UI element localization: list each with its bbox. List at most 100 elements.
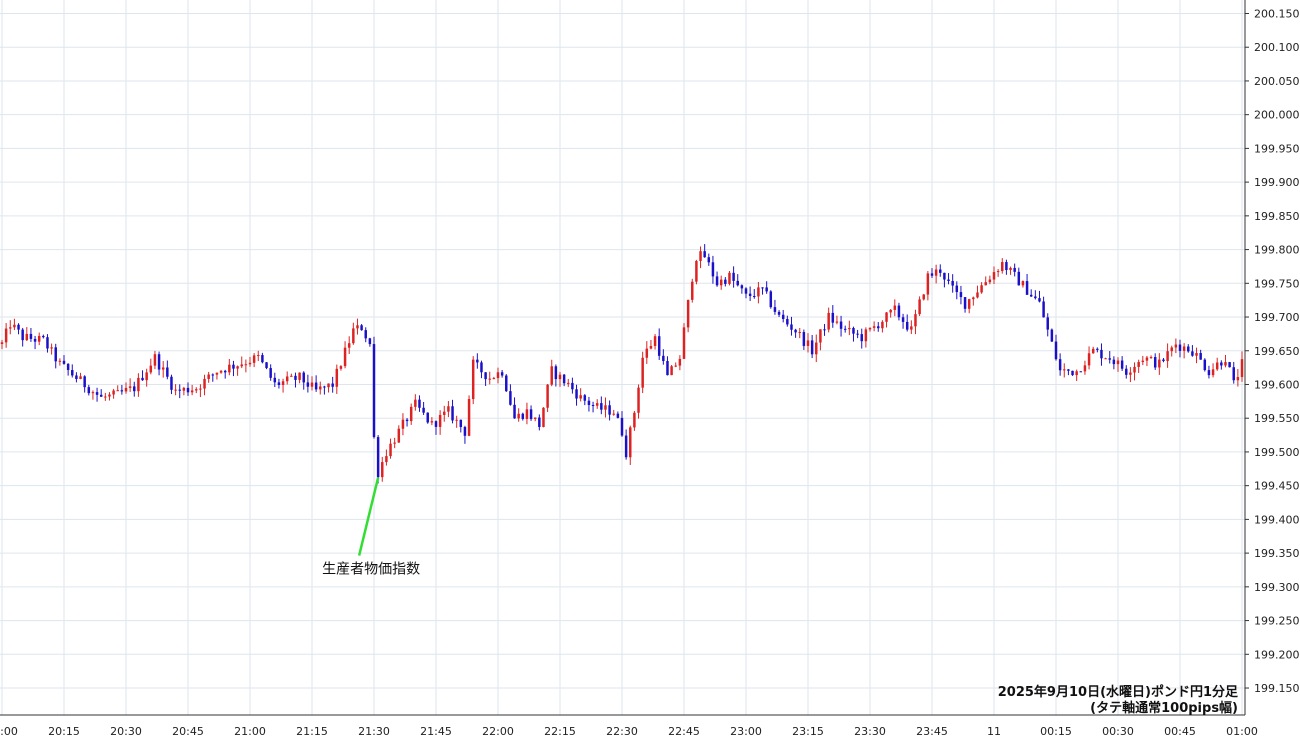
candle-body xyxy=(662,355,665,362)
candle-body xyxy=(641,357,644,388)
candle-body xyxy=(980,285,983,293)
candle-body xyxy=(46,337,49,349)
candle-body xyxy=(438,414,442,427)
candle-body xyxy=(1149,357,1153,359)
candle-body xyxy=(141,377,144,381)
candle-body xyxy=(1058,359,1062,371)
candle-body xyxy=(1133,366,1136,373)
candle-body xyxy=(1025,281,1029,295)
grid-lines xyxy=(0,0,1245,715)
candle-body xyxy=(1001,262,1004,272)
candle-body xyxy=(633,412,636,428)
candle-body xyxy=(285,376,289,382)
candle-body xyxy=(992,272,996,280)
candle-body xyxy=(157,354,161,370)
candle-body xyxy=(517,413,520,419)
candle-body xyxy=(1104,358,1107,360)
candle-body xyxy=(934,269,938,276)
x-tick-label: 23:15 xyxy=(792,725,824,738)
candle-body xyxy=(608,405,611,415)
candle-body xyxy=(314,382,318,390)
candle-body xyxy=(174,389,177,391)
y-tick-label: 199.950 xyxy=(1254,142,1300,155)
candle-body xyxy=(1137,362,1140,367)
candle-body xyxy=(955,285,959,293)
candle-body xyxy=(298,372,301,380)
candle-body xyxy=(732,272,735,281)
candle-body xyxy=(1170,347,1173,352)
candle-body xyxy=(480,362,483,373)
candle-body xyxy=(538,417,541,427)
candle-body xyxy=(699,251,702,261)
y-tick-label: 199.300 xyxy=(1254,581,1300,594)
x-tick-label: 20:00 xyxy=(0,725,18,738)
candle-body xyxy=(529,409,533,420)
x-tick-label: 01:00 xyxy=(1226,725,1258,738)
candle-body xyxy=(1042,301,1045,318)
candle-body xyxy=(666,361,669,376)
candle-body xyxy=(1211,369,1215,376)
candle-body xyxy=(252,355,256,363)
candle-body xyxy=(50,347,53,349)
candle-body xyxy=(1087,353,1091,366)
candle-body xyxy=(943,272,946,280)
candle-body xyxy=(860,334,863,342)
candle-body xyxy=(331,383,334,387)
candle-body xyxy=(236,366,239,369)
candle-body xyxy=(95,392,99,395)
candle-body xyxy=(926,273,930,295)
y-tick-label: 200.150 xyxy=(1254,7,1300,20)
x-axis-ticks: 20:00 20:15 20:30 20:45 21:00 21:15 21:30 21:45… xyxy=(0,725,1258,738)
y-tick-label: 199.800 xyxy=(1254,244,1300,257)
candle-body xyxy=(1236,377,1240,381)
candle-body xyxy=(124,387,128,392)
candle-body xyxy=(674,365,677,367)
candle-body xyxy=(223,370,227,373)
x-tick-label: 20:15 xyxy=(48,725,80,738)
candle-body xyxy=(277,382,281,386)
candle-body xyxy=(54,347,57,362)
candle-body xyxy=(232,364,235,369)
candle-body xyxy=(0,342,4,345)
candle-body xyxy=(244,364,248,366)
x-tick-label: 20:45 xyxy=(172,725,204,738)
candle-body xyxy=(273,377,277,383)
candle-body xyxy=(219,370,223,373)
candle-body xyxy=(910,326,913,330)
candle-body xyxy=(447,406,450,412)
candle-body xyxy=(467,399,471,436)
candle-body xyxy=(715,276,719,286)
candle-body xyxy=(1054,341,1058,360)
candle-body xyxy=(1108,358,1111,360)
candle-body xyxy=(959,292,963,298)
y-tick-label: 199.200 xyxy=(1254,648,1300,661)
y-tick-label: 200.100 xyxy=(1254,41,1300,54)
candle-body xyxy=(397,428,401,443)
candle-body xyxy=(1232,367,1235,381)
candle-body xyxy=(25,333,29,341)
chart-subtitle: (タテ軸通常100pips幅) xyxy=(1090,700,1238,716)
candle-body xyxy=(228,364,231,373)
candle-body xyxy=(1120,360,1124,369)
candle-body xyxy=(558,374,562,380)
candle-body xyxy=(372,344,376,438)
candle-body xyxy=(930,273,934,276)
y-tick-label: 199.750 xyxy=(1254,277,1300,290)
candle-body xyxy=(476,359,479,363)
candle-body xyxy=(182,387,186,391)
candle-body xyxy=(409,406,413,422)
candle-body xyxy=(339,366,343,369)
candle-body xyxy=(703,251,706,258)
candle-body xyxy=(1038,298,1041,302)
candle-body xyxy=(810,340,814,355)
candle-body xyxy=(951,280,954,286)
candle-body xyxy=(790,324,793,330)
candle-body xyxy=(967,299,971,309)
candle-body xyxy=(815,342,818,355)
candle-body xyxy=(827,312,830,330)
candle-body xyxy=(488,378,491,380)
candle-body xyxy=(1021,281,1025,286)
candle-body xyxy=(711,262,715,277)
candle-body xyxy=(1083,365,1087,372)
candle-body xyxy=(302,372,305,383)
